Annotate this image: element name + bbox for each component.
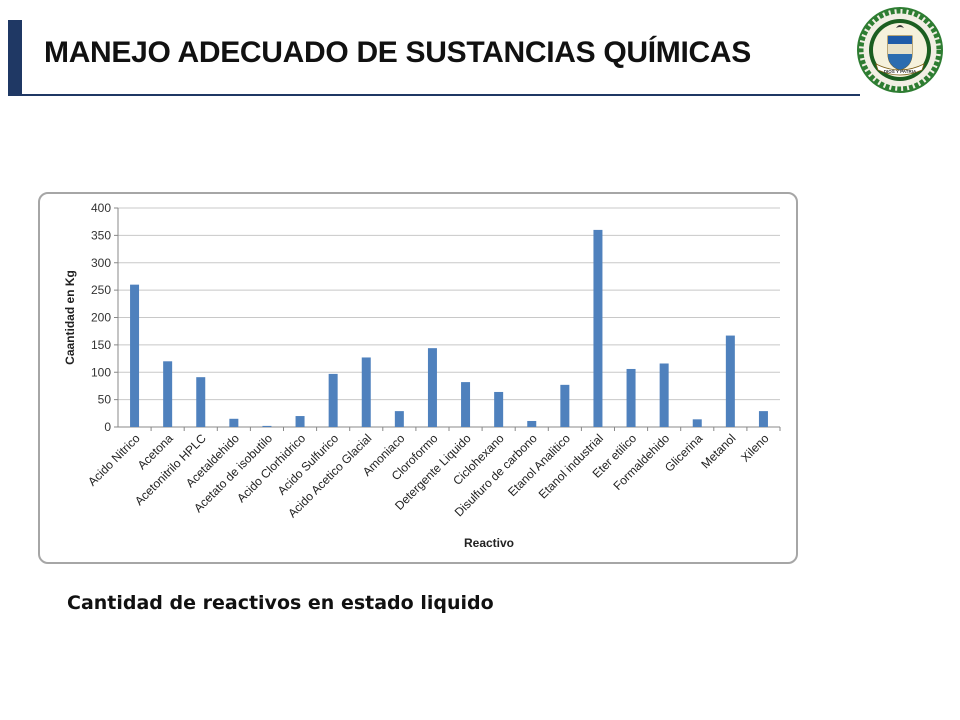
- bar: [427, 348, 437, 427]
- y-tick-label: 50: [98, 393, 112, 407]
- title-underline: [22, 94, 860, 96]
- y-tick-label: 0: [104, 420, 111, 434]
- y-tick-label: 250: [91, 283, 111, 297]
- y-tick-label: 200: [91, 311, 111, 325]
- y-tick-label: 400: [91, 201, 111, 215]
- bar: [361, 357, 371, 427]
- police-seal-icon: DIOS Y PATRIA: [857, 7, 943, 93]
- chart-frame: [38, 192, 798, 564]
- bar: [758, 411, 768, 427]
- title-accent-bar: [8, 20, 22, 96]
- y-tick-label: 300: [91, 256, 111, 270]
- chart-caption: Cantidad de reactivos en estado liquido: [67, 592, 494, 614]
- bar: [163, 361, 173, 427]
- x-tick-label: Xileno: [738, 431, 772, 465]
- bar: [229, 418, 239, 427]
- x-tick-label: Acido Nitrico: [85, 431, 143, 489]
- bar: [461, 382, 471, 427]
- bar: [394, 411, 404, 427]
- bar: [130, 284, 140, 427]
- bar: [527, 420, 537, 427]
- bar: [725, 335, 735, 427]
- bar: [196, 377, 206, 427]
- bar: [626, 368, 636, 427]
- seal-ribbon-text: DIOS Y PATRIA: [884, 69, 917, 74]
- bar: [328, 373, 338, 427]
- bar: [593, 229, 603, 427]
- bar: [494, 391, 504, 427]
- bar: [659, 363, 669, 427]
- page-title: MANEJO ADECUADO DE SUSTANCIAS QUÍMICAS: [44, 36, 751, 69]
- y-tick-label: 100: [91, 365, 111, 379]
- bar: [262, 425, 272, 427]
- y-axis-title: Caantidad en Kg: [63, 270, 77, 365]
- x-axis-title: Reactivo: [464, 536, 514, 550]
- y-tick-label: 350: [91, 228, 111, 242]
- x-tick-label: Metanol: [698, 431, 738, 471]
- bar: [692, 419, 702, 427]
- bar: [295, 416, 305, 427]
- y-tick-label: 150: [91, 338, 111, 352]
- bar: [560, 384, 570, 427]
